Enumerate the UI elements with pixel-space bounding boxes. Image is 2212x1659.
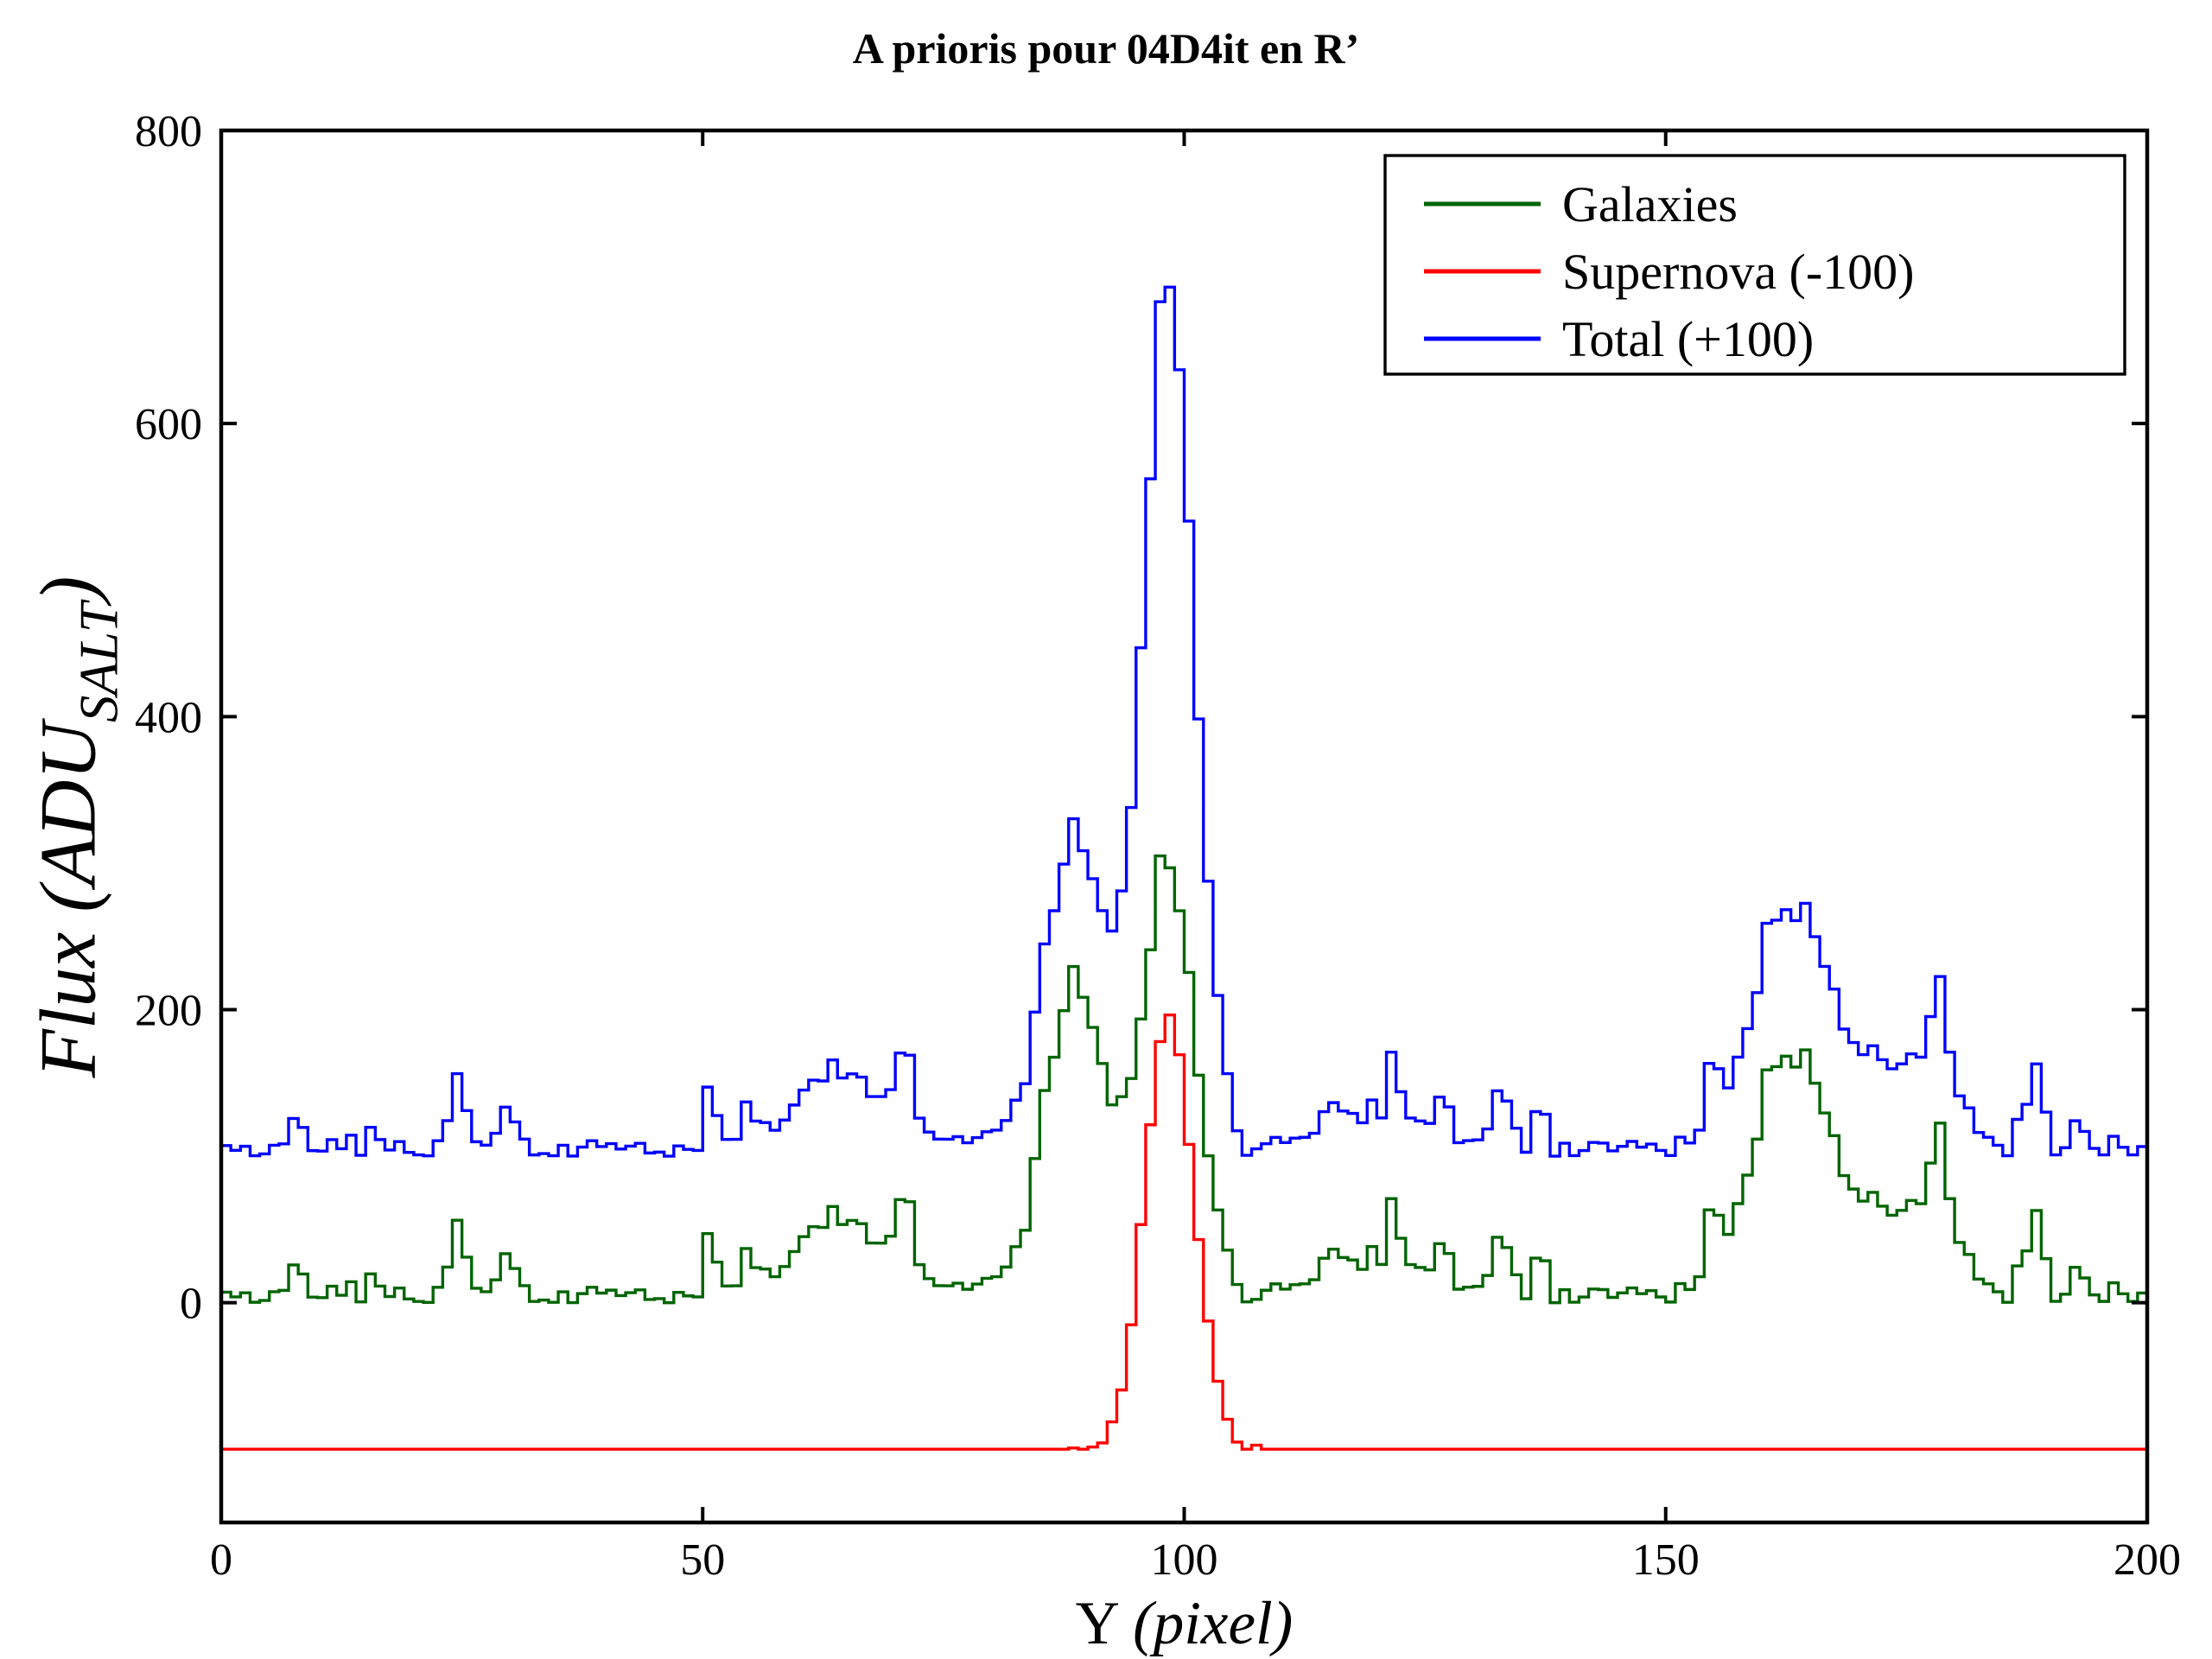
svg-text:400: 400 bbox=[135, 693, 202, 742]
svg-text:150: 150 bbox=[1632, 1535, 1700, 1585]
svg-text:0: 0 bbox=[210, 1535, 232, 1585]
svg-text:800: 800 bbox=[135, 107, 202, 156]
svg-text:Total (+100): Total (+100) bbox=[1562, 311, 1814, 367]
svg-text:50: 50 bbox=[680, 1535, 725, 1585]
svg-text:0: 0 bbox=[180, 1280, 202, 1329]
svg-text:Y (pixel): Y (pixel) bbox=[1076, 1590, 1294, 1657]
svg-text:Galaxies: Galaxies bbox=[1562, 176, 1738, 232]
svg-text:200: 200 bbox=[2113, 1535, 2181, 1585]
svg-text:Supernova (-100): Supernova (-100) bbox=[1562, 244, 1915, 300]
svg-text:200: 200 bbox=[135, 986, 202, 1035]
svg-text:100: 100 bbox=[1151, 1535, 1218, 1585]
svg-text:600: 600 bbox=[135, 400, 202, 449]
